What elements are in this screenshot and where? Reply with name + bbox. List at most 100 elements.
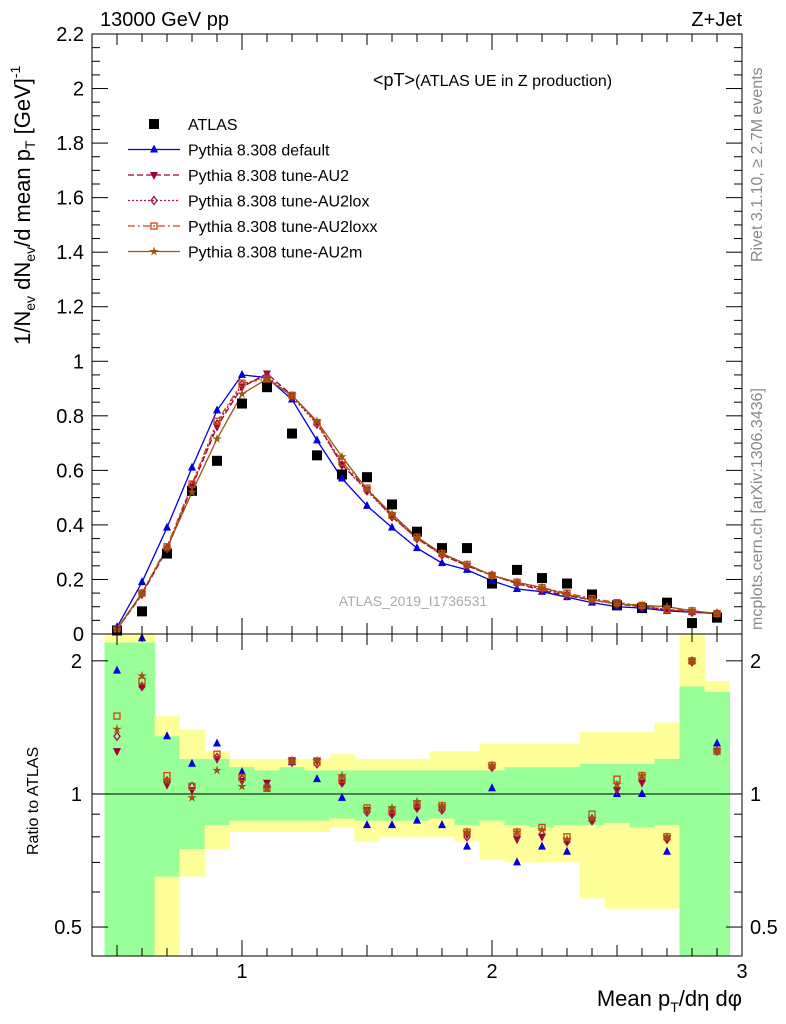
ratio-point-default — [363, 820, 371, 829]
band-inner-bin — [154, 736, 180, 877]
mcplots-label: mcplots.cern.ch [arXiv:1306.3436] — [749, 388, 766, 630]
ratio-y-tick-label-right: 0.5 — [750, 917, 778, 939]
main-point-au2lox — [238, 379, 246, 390]
y-tick-label: 1.4 — [56, 242, 84, 264]
main-point-au2m — [312, 416, 322, 426]
ratio-point-au2m — [637, 770, 647, 780]
ratio-point-au2loxx — [188, 782, 196, 791]
main-point-au2m — [537, 582, 547, 592]
main-point-au2lox — [338, 459, 346, 470]
ratio-point-au2lox — [663, 834, 671, 845]
y-tick-label: 0.2 — [56, 569, 84, 591]
header-left: 13000 GeV pp — [100, 9, 229, 31]
ratio-point-default — [438, 820, 446, 829]
ratio-point-au2lox — [588, 815, 596, 826]
y-tick-label: 1.6 — [56, 188, 84, 210]
band-inner-bin — [679, 686, 705, 956]
main-point-data — [437, 543, 447, 554]
ratio-point-default — [463, 841, 471, 850]
legend-label-default: Pythia 8.308 default — [188, 143, 330, 160]
ratio-point-au2lox — [113, 731, 121, 742]
ratio-point-au2m — [287, 755, 297, 765]
ratio-point-au2m — [387, 802, 397, 812]
main-point-au2m — [362, 484, 372, 494]
legend-marker-default — [150, 144, 158, 153]
legend-label-data: ATLAS — [188, 117, 238, 134]
ratio-point-au2m — [237, 781, 247, 791]
main-line-au2 — [116, 372, 718, 630]
main-line-au2lox — [116, 375, 718, 630]
main-point-au2m — [612, 599, 622, 608]
main-point-au2m — [187, 487, 197, 497]
band-inner-bin — [254, 770, 280, 821]
main-point-data — [312, 450, 322, 461]
ratio-point-au2m — [412, 796, 422, 806]
y-tick-label: 0.8 — [56, 406, 84, 428]
ratio-point-au2loxx — [238, 773, 246, 782]
y-tick-label: 2 — [73, 79, 84, 101]
main-point-data — [262, 382, 272, 393]
band-inner-bin — [529, 767, 555, 828]
main-point-au2loxx — [238, 379, 246, 387]
ratio-y-tick-label: 1 — [71, 784, 82, 806]
main-line-au2loxx — [116, 378, 718, 629]
ratio-point-au2m — [312, 755, 322, 765]
main-point-au2m — [262, 374, 272, 383]
rivet-label: Rivet 3.1.10, ≥ 2.7M events — [749, 67, 766, 262]
main-point-au2lox — [663, 604, 671, 615]
main-point-data — [212, 455, 222, 466]
ratio-point-au2m — [112, 724, 122, 734]
ratio-point-default — [113, 665, 121, 674]
ratio-y-tick-label-right: 1 — [750, 784, 761, 806]
ratio-y-tick-label: 2 — [71, 651, 82, 673]
ratio-point-default — [663, 846, 671, 855]
legend-marker-data — [149, 119, 159, 129]
main-point-default — [438, 558, 446, 567]
ratio-point-default — [538, 841, 546, 850]
y-tick-label: 1.8 — [56, 133, 84, 155]
main-point-au2loxx — [338, 458, 346, 466]
legend-marker-au2lox — [150, 195, 158, 206]
ratio-point-au2loxx — [138, 677, 146, 685]
main-point-data — [387, 499, 397, 510]
main-point-au2m — [662, 601, 672, 611]
ratio-point-au2m — [712, 746, 722, 756]
band-inner-bin — [654, 758, 680, 826]
main-point-au2m — [212, 434, 222, 443]
main-point-default — [188, 462, 196, 471]
y-axis-label-top: 1/Nev dNev/d mean pT [GeV]-1 — [7, 65, 38, 345]
legend-marker-au2loxx — [150, 222, 158, 230]
main-point-default — [413, 543, 421, 552]
main-point-default — [213, 405, 221, 414]
main-point-au2m — [712, 608, 722, 618]
main-line-au2m — [116, 378, 718, 630]
y-tick-label: 0.6 — [56, 460, 84, 482]
legend-marker-au2m — [149, 246, 159, 256]
ratio-point-au2lox — [213, 752, 221, 763]
main-point-data — [587, 589, 597, 600]
main-point-default — [313, 435, 321, 444]
main-point-default — [363, 500, 371, 509]
main-point-au2m — [512, 577, 522, 587]
ratio-point-au2lox — [138, 681, 146, 692]
ratio-y-tick-label: 0.5 — [54, 917, 82, 939]
band-inner-bin — [454, 770, 480, 826]
ratio-point-default — [163, 731, 171, 740]
ratio-point-au2m — [562, 834, 572, 844]
ratio-point-default — [213, 738, 221, 747]
ratio-point-default — [563, 846, 571, 855]
main-point-default — [238, 369, 246, 378]
main-point-au2loxx — [188, 480, 196, 488]
ratio-point-au2 — [113, 748, 121, 757]
band-inner-bin — [504, 767, 530, 826]
y-axis-label-bottom: Ratio to ATLAS — [25, 747, 42, 855]
y-tick-label: 1.2 — [56, 297, 84, 319]
main-point-au2m — [237, 389, 247, 398]
ratio-point-default — [513, 857, 521, 866]
band-inner-bin — [129, 642, 155, 956]
band-inner-bin — [179, 758, 205, 850]
main-point-au2m — [137, 588, 147, 598]
ratio-point-au2m — [137, 670, 147, 680]
y-tick-label: 0 — [73, 624, 84, 646]
